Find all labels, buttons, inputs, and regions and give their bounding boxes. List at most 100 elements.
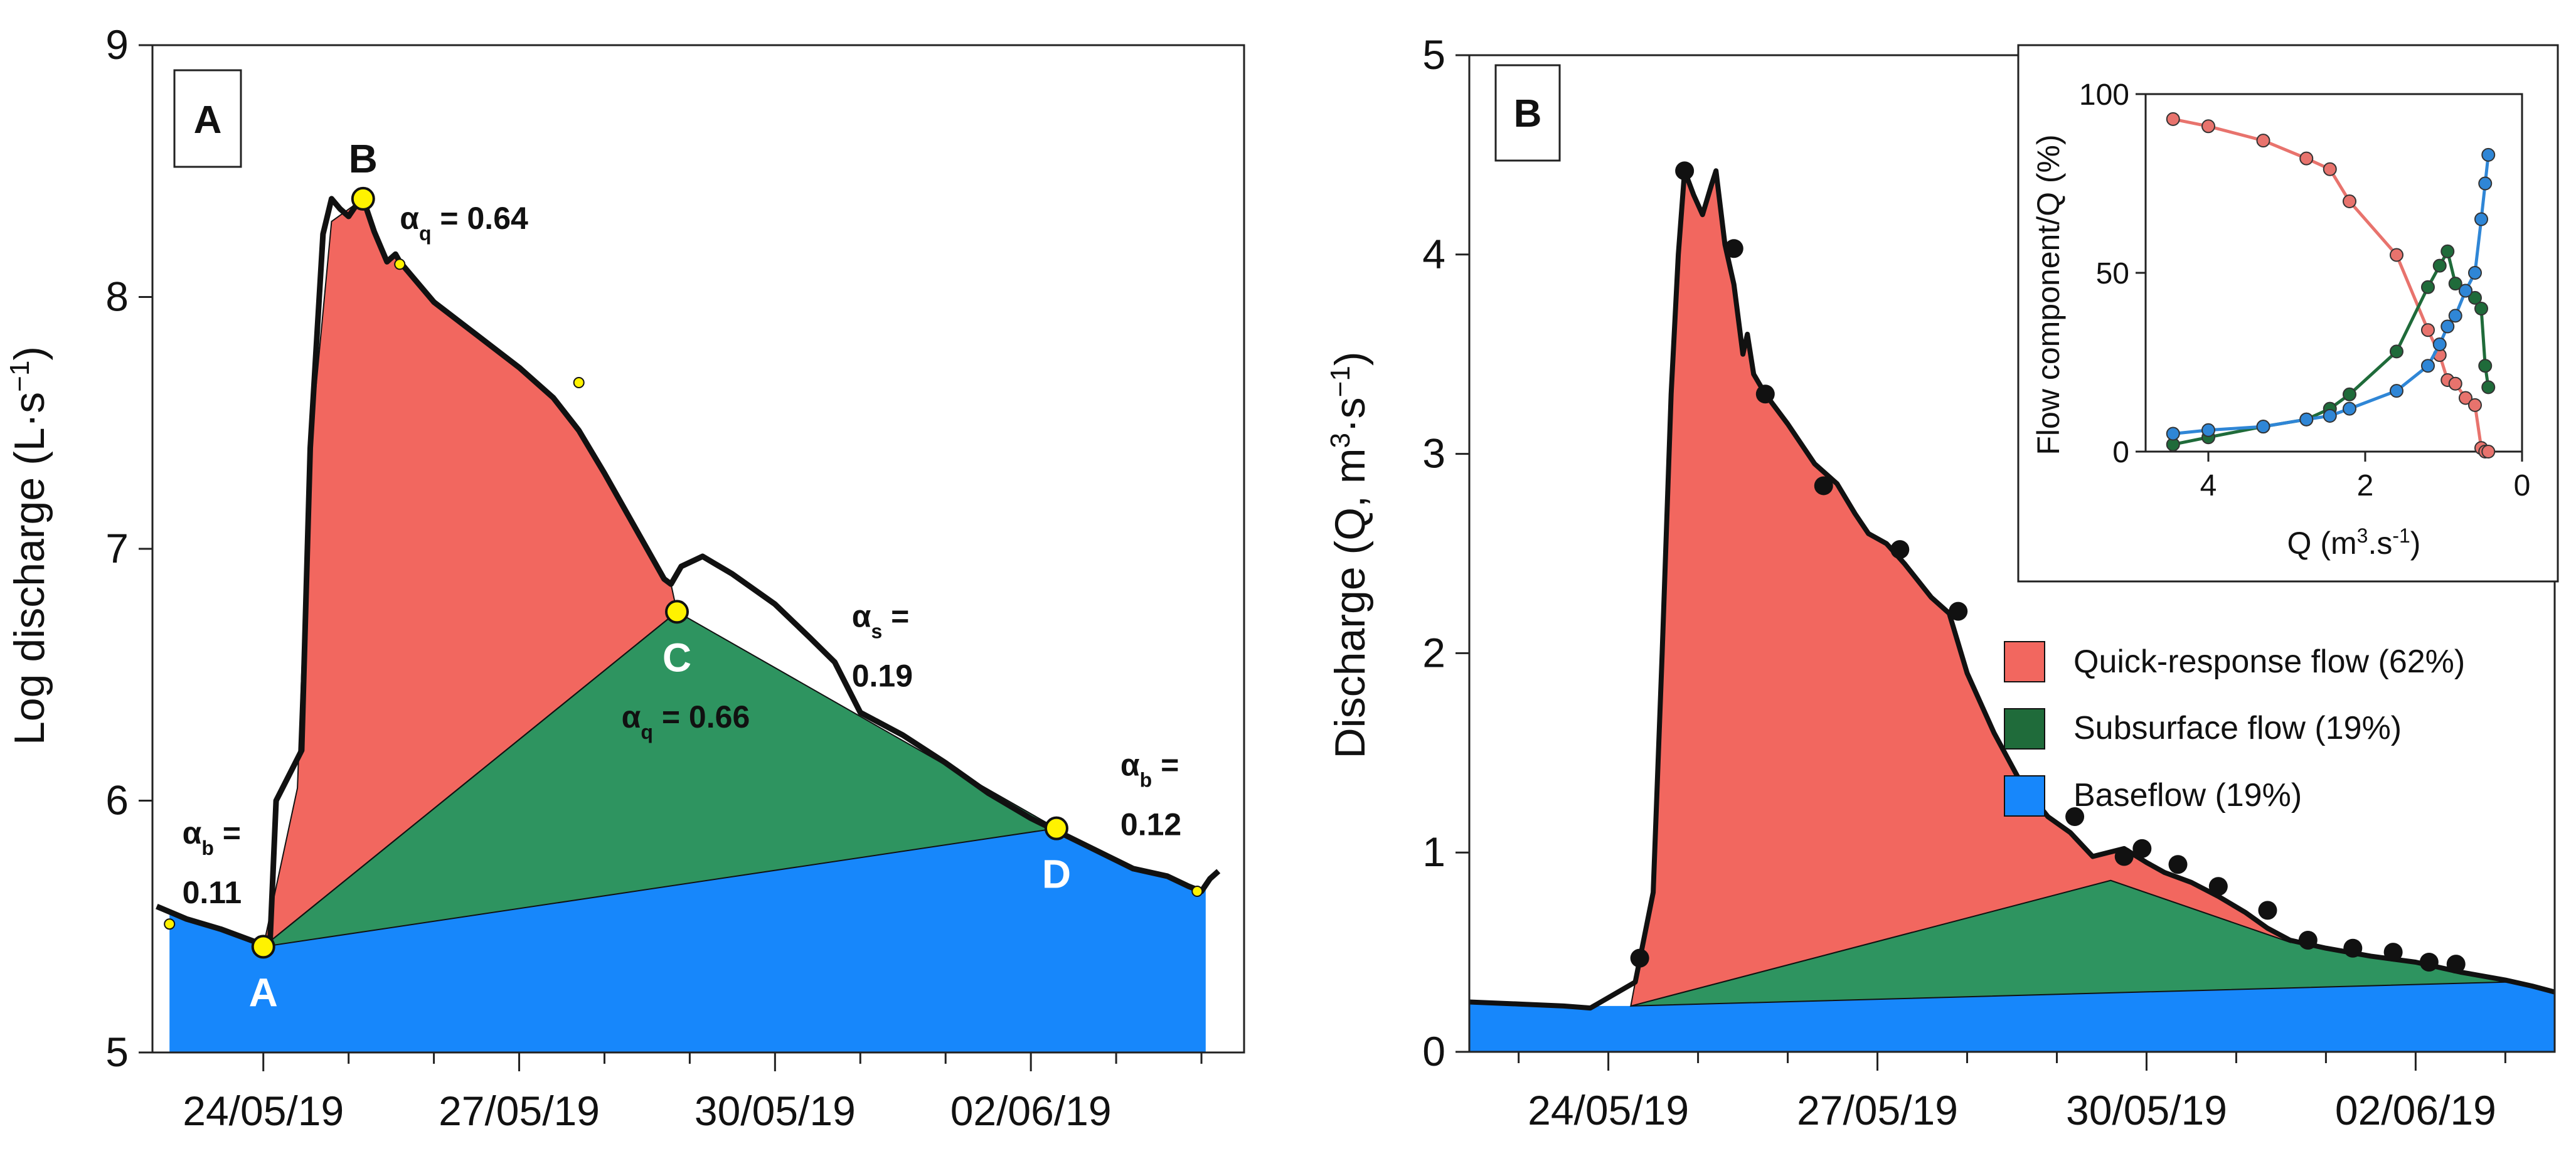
alpha-annotation-value-ab1: 0.11	[183, 875, 242, 910]
panel-a-hydrograph-line	[156, 196, 1221, 950]
inset-x-tick-label: 4	[2200, 469, 2217, 502]
y-tick-label: 2	[1422, 629, 1445, 676]
inset-point-inset_subsurface	[2474, 302, 2488, 315]
panel-b-label: B	[1514, 92, 1542, 135]
point-a	[251, 935, 275, 959]
small-yellow-marker	[1191, 886, 1203, 898]
y-tick-label: 6	[105, 777, 129, 824]
inset-point-inset_quick	[2459, 391, 2472, 405]
baseflow-area	[1469, 982, 2555, 1052]
legend-item-subsurface: Subsurface flow (19%)	[2004, 708, 2402, 750]
point-label-b: B	[349, 136, 378, 181]
y-tick-label: 4	[1422, 231, 1445, 277]
y-tick-label: 8	[105, 273, 129, 320]
inset-point-inset_baseflow	[2432, 337, 2447, 351]
sample-marker	[2343, 938, 2363, 958]
alpha-annotation-ab2: αb =	[1120, 747, 1179, 791]
panel-b-x-ticks: 24/05/19 27/05/19 30/05/19 02/06/19	[1518, 1052, 2506, 1133]
panel-a-points	[251, 186, 1068, 959]
inset-point-inset_quick	[2421, 323, 2435, 337]
inset-point-inset_baseflow	[2478, 176, 2493, 191]
separation-line-a-c	[263, 611, 678, 948]
legend-swatch-baseflow	[2004, 775, 2045, 817]
y-tick-label: 0	[1422, 1028, 1445, 1074]
inset-y-tick-label: 100	[2079, 78, 2129, 112]
point-label-a: A	[249, 970, 278, 1015]
sample-marker	[2168, 855, 2188, 874]
panel-a-label-box: A	[173, 69, 242, 168]
panel-a-y-axis-label: Log discharge (L·s−1)	[4, 346, 54, 745]
sample-marker	[1724, 239, 1743, 258]
inset-point-inset_baseflow	[2481, 147, 2496, 162]
alpha-annotation-value-ab2: 0.12	[1120, 807, 1181, 842]
sample-marker	[2446, 955, 2466, 974]
inset-point-inset_quick	[2201, 119, 2215, 134]
inset-point-inset_quick	[2166, 112, 2180, 126]
y-tick-label: 1	[1422, 829, 1445, 875]
legend-label-subsurface: Subsurface flow (19%)	[2073, 710, 2402, 746]
inset-point-inset_baseflow	[2448, 309, 2462, 323]
baseflow-area	[169, 828, 1206, 1052]
panel-a-y-ticks: 5 6 7 8 9	[105, 21, 152, 1075]
alpha-annotation-value-as1: 0.19	[852, 658, 913, 693]
inset-point-inset_baseflow	[2166, 427, 2180, 441]
panel-a-annotations: αq = 0.64 αq = 0.66 αs = 0.19 αb = 0.11 αb = 0.…	[183, 201, 1182, 910]
x-tick-label: 27/05/19	[1797, 1087, 1958, 1133]
alpha-annotation-as1: αs =	[852, 598, 910, 642]
point-d	[1044, 816, 1068, 840]
sample-marker	[1675, 161, 1695, 181]
panel-a-small-markers	[164, 258, 1203, 930]
sample-marker	[1814, 476, 1833, 496]
small-yellow-marker	[394, 258, 406, 270]
point-label-c: C	[663, 635, 691, 680]
y-tick-label: 5	[1422, 31, 1445, 78]
inset-point-inset_baseflow	[2201, 423, 2215, 437]
sample-marker	[1755, 384, 1775, 404]
legend-swatch-quick	[2004, 641, 2045, 682]
point-label-d: D	[1042, 852, 1071, 897]
small-yellow-marker	[164, 918, 176, 930]
inset-x-tick-label: 0	[2514, 469, 2531, 502]
inset-box	[2017, 44, 2559, 583]
panel-a-areas	[169, 198, 1206, 1052]
legend-label-quick: Quick-response flow (62%)	[2073, 644, 2465, 680]
panel-b-hydrograph-line	[1469, 168, 2556, 1011]
inset-line-inset_baseflow	[2173, 154, 2490, 435]
inset-chart: 0 50 100 4 2 0 Flow component/Q (%) Q (m3.s-1…	[2017, 44, 2559, 583]
x-tick-label: 30/05/19	[695, 1088, 856, 1134]
inset-point-inset_quick	[2256, 134, 2270, 148]
panel-b-markers	[1630, 161, 2466, 974]
y-tick-label: 7	[105, 525, 129, 571]
panel-a-label: A	[194, 98, 222, 142]
panel-b-y-ticks: 0 1 2 3 4 5	[1422, 31, 1469, 1074]
inset-point-inset_subsurface	[2432, 258, 2447, 273]
legend-label-baseflow: Baseflow (19%)	[2073, 777, 2302, 814]
inset-point-inset_baseflow	[2459, 284, 2472, 298]
inset-point-inset_quick	[2299, 151, 2314, 166]
inset-point-inset_subsurface	[2478, 359, 2493, 373]
sample-marker	[2258, 901, 2277, 920]
inset-point-inset_quick	[2481, 445, 2496, 458]
inset-y-tick-label: 50	[2096, 257, 2129, 290]
inset-point-inset_quick	[2343, 194, 2356, 208]
inset-x-tick-label: 2	[2357, 469, 2374, 502]
x-tick-label: 24/05/19	[1528, 1087, 1689, 1133]
inset-point-inset_quick	[2448, 376, 2462, 391]
panel-b-y-axis-label: Discharge (Q, m3·s−1)	[1325, 352, 1375, 759]
inset-series	[2166, 112, 2496, 458]
inset-y-axis-label: Flow component/Q (%)	[2031, 134, 2066, 455]
inset-point-inset_subsurface	[2448, 277, 2462, 291]
sample-marker	[1949, 602, 1968, 621]
inset-point-inset_baseflow	[2390, 384, 2403, 398]
small-yellow-marker	[573, 377, 585, 389]
inset-point-inset_baseflow	[2421, 359, 2435, 373]
alpha-annotation-aq1: αq = 0.64	[400, 201, 528, 245]
inset-ticks: 0 50 100 4 2 0	[2079, 78, 2530, 502]
legend: Quick-response flow (62%) Subsurface flo…	[2004, 641, 2465, 817]
inset-point-inset_subsurface	[2440, 244, 2455, 258]
panel-a: 5 6 7 8 9 24/05/19 27/05/19 30/05/19 02/06/19 L…	[4, 21, 1245, 1134]
x-tick-label: 02/06/19	[2335, 1087, 2496, 1133]
panel-a-x-ticks: 24/05/19 27/05/19 30/05/19 02/06/19	[183, 1052, 1203, 1134]
